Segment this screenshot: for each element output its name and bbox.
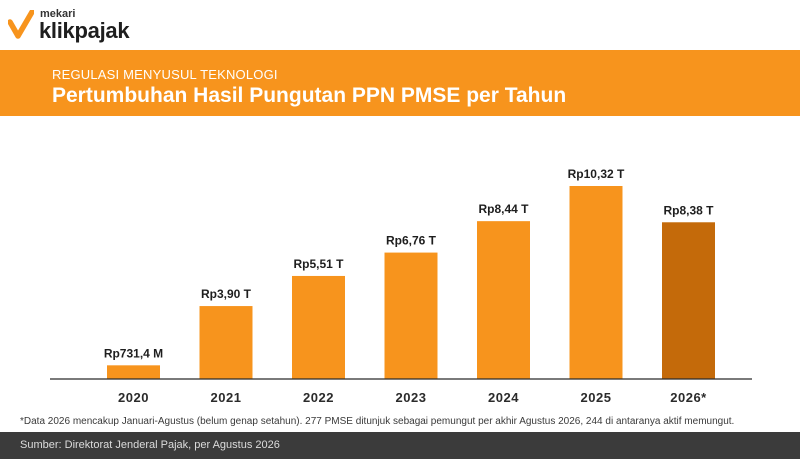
bar-chart: Rp731,4 M 2020 Rp3,90 T 2021 Rp5,51 T 2022 Rp6… bbox=[50, 167, 752, 405]
chart-title: Pertumbuhan Hasil Pungutan PPN PMSE per … bbox=[52, 84, 567, 107]
title-banner: REGULASI MENYUSUL TEKNOLOGI Pertumbuhan … bbox=[0, 50, 800, 116]
data-label: Rp10,32 T bbox=[568, 167, 625, 181]
source-text: Sumber: Direktorat Jenderal Pajak, per A… bbox=[20, 439, 280, 451]
bar-2023 bbox=[384, 252, 438, 379]
bar-2022 bbox=[292, 275, 345, 379]
bar-2026 bbox=[662, 222, 715, 379]
check-mark-icon bbox=[8, 10, 34, 39]
source-bar: Sumber: Direktorat Jenderal Pajak, per A… bbox=[0, 432, 800, 459]
bar-2021 bbox=[199, 306, 253, 379]
bar-2020 bbox=[107, 365, 160, 379]
banner-subtitle: REGULASI MENYUSUL TEKNOLOGI bbox=[52, 67, 278, 82]
x-tick-label: 2021 bbox=[211, 390, 242, 405]
x-tick-label: 2024 bbox=[488, 390, 519, 405]
brand-name: klikpajak bbox=[39, 18, 130, 43]
bar-2025 bbox=[569, 186, 623, 379]
data-label: Rp731,4 M bbox=[104, 346, 163, 360]
x-tick-label: 2020 bbox=[118, 390, 149, 405]
x-tick-label: 2026* bbox=[670, 390, 707, 405]
x-tick-label: 2025 bbox=[581, 390, 612, 405]
bar-2024 bbox=[477, 221, 530, 379]
data-label: Rp6,76 T bbox=[386, 234, 437, 248]
data-label: Rp8,38 T bbox=[663, 203, 714, 217]
footnote: *Data 2026 mencakup Januari-Agustus (bel… bbox=[20, 416, 735, 427]
data-label: Rp8,44 T bbox=[478, 202, 529, 216]
x-tick-label: 2023 bbox=[396, 390, 427, 405]
data-label: Rp3,90 T bbox=[201, 287, 252, 301]
x-tick-label: 2022 bbox=[303, 390, 334, 405]
data-label: Rp5,51 T bbox=[293, 257, 344, 271]
brand-small-text: mekari bbox=[40, 8, 76, 20]
